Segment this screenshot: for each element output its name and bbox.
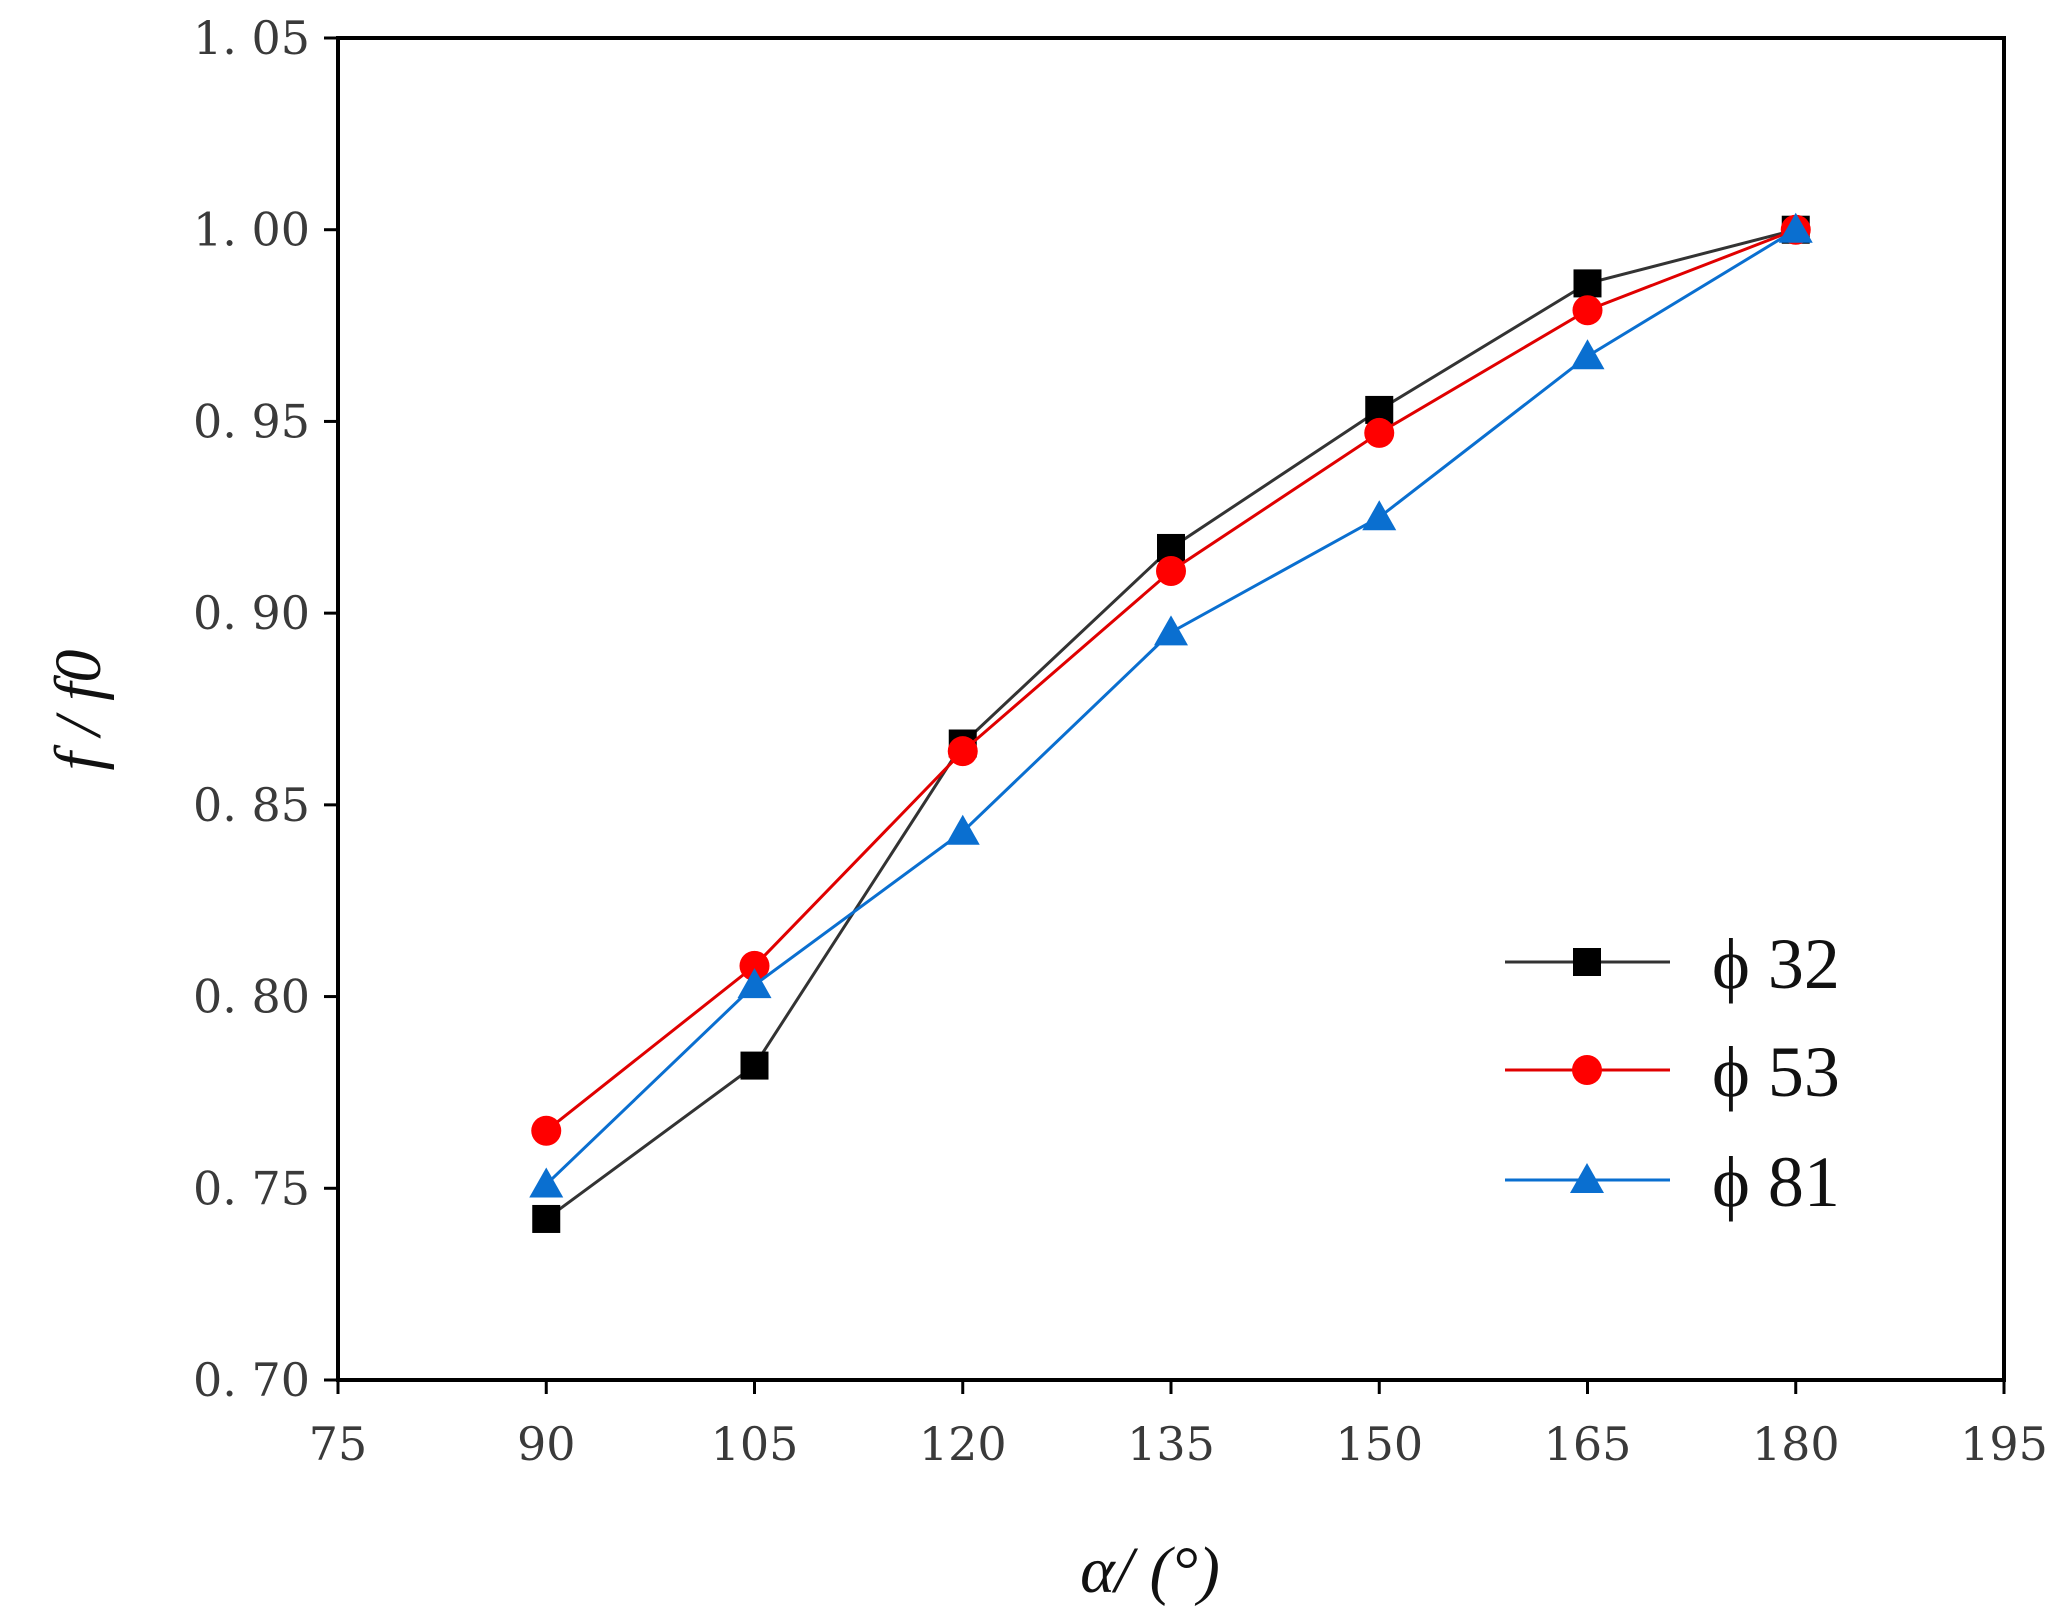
data-point bbox=[532, 1204, 561, 1233]
data-point bbox=[1362, 500, 1397, 531]
legend-marker bbox=[1572, 1055, 1602, 1085]
data-point bbox=[1364, 417, 1395, 448]
y-axis: 0. 70 0. 75 0. 80 0. 85 0. 90 0. 95 1. 00 1. 05 bbox=[193, 11, 338, 1407]
legend-label: ϕ 53 bbox=[1712, 1032, 1840, 1112]
x-tick-label: 195 bbox=[1960, 1417, 2048, 1471]
x-tick-label: 180 bbox=[1752, 1417, 1840, 1471]
data-point bbox=[1156, 555, 1186, 586]
y-tick-label: 0. 90 bbox=[193, 586, 310, 640]
y-tick-label: 1. 00 bbox=[193, 203, 310, 257]
y-tick-label: 0. 80 bbox=[193, 970, 310, 1024]
x-tick-label: 150 bbox=[1335, 1417, 1423, 1471]
y-axis-label: f / f0 bbox=[42, 649, 115, 770]
data-point bbox=[1154, 615, 1188, 646]
y-tick-label: 0. 95 bbox=[193, 394, 310, 448]
data-point bbox=[739, 950, 770, 981]
legend-marker bbox=[1573, 948, 1601, 976]
legend-entry: ϕ 81 bbox=[1505, 1142, 1840, 1222]
x-tick-label: 105 bbox=[711, 1417, 799, 1471]
x-tick-label: 135 bbox=[1127, 1417, 1215, 1471]
data-point bbox=[947, 736, 978, 767]
series-layer bbox=[529, 212, 1813, 1233]
y-tick-label: 1. 05 bbox=[193, 11, 310, 65]
data-point bbox=[1573, 269, 1602, 298]
data-point bbox=[529, 1167, 564, 1198]
series-square bbox=[532, 215, 1810, 1233]
data-point bbox=[1570, 339, 1605, 370]
series-circle bbox=[531, 214, 1811, 1146]
legend-entry: ϕ 32 bbox=[1505, 924, 1840, 1004]
data-point bbox=[1572, 295, 1603, 326]
x-tick-label: 75 bbox=[309, 1417, 368, 1471]
legend-entry: ϕ 53 bbox=[1505, 1032, 1840, 1112]
legend-label: ϕ 32 bbox=[1712, 924, 1840, 1004]
data-point bbox=[531, 1115, 562, 1146]
legend-marker bbox=[1570, 1163, 1604, 1193]
y-tick-label: 0. 85 bbox=[193, 778, 310, 832]
data-point bbox=[737, 968, 772, 999]
x-axis-label: α/ (°) bbox=[1080, 1534, 1220, 1607]
data-point bbox=[740, 1051, 769, 1080]
x-tick-label: 165 bbox=[1544, 1417, 1632, 1471]
y-tick-label: 0. 75 bbox=[193, 1161, 310, 1215]
x-axis: 75 90 105 120 135 150 165 180 195 bbox=[309, 1380, 2048, 1471]
series-triangle bbox=[529, 212, 1813, 1198]
series-line bbox=[545, 228, 1797, 1132]
x-tick-label: 90 bbox=[517, 1417, 576, 1471]
series-line bbox=[545, 228, 1797, 1186]
data-point bbox=[1778, 212, 1813, 243]
legend-label: ϕ 81 bbox=[1712, 1142, 1840, 1222]
x-tick-label: 120 bbox=[919, 1417, 1007, 1471]
data-point bbox=[945, 814, 980, 845]
y-tick-label: 0. 70 bbox=[193, 1353, 310, 1407]
legend: ϕ 32 ϕ 53 ϕ 81 bbox=[1505, 924, 1840, 1222]
